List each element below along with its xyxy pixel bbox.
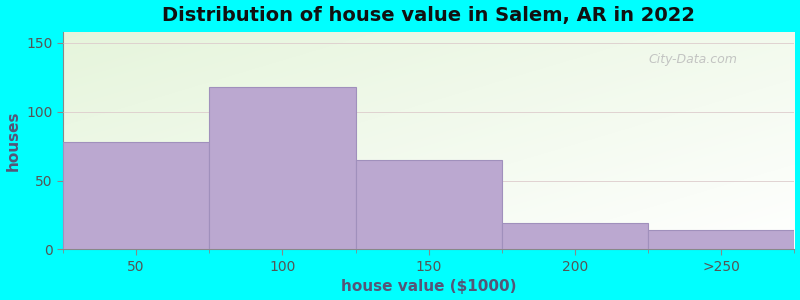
Bar — [355, 160, 502, 250]
Text: City-Data.com: City-Data.com — [648, 53, 737, 67]
Bar — [210, 87, 355, 250]
Title: Distribution of house value in Salem, AR in 2022: Distribution of house value in Salem, AR… — [162, 6, 695, 25]
Bar — [63, 142, 210, 250]
Y-axis label: houses: houses — [6, 110, 21, 171]
Bar — [648, 230, 794, 250]
X-axis label: house value ($1000): house value ($1000) — [341, 279, 517, 294]
Bar — [502, 223, 648, 250]
